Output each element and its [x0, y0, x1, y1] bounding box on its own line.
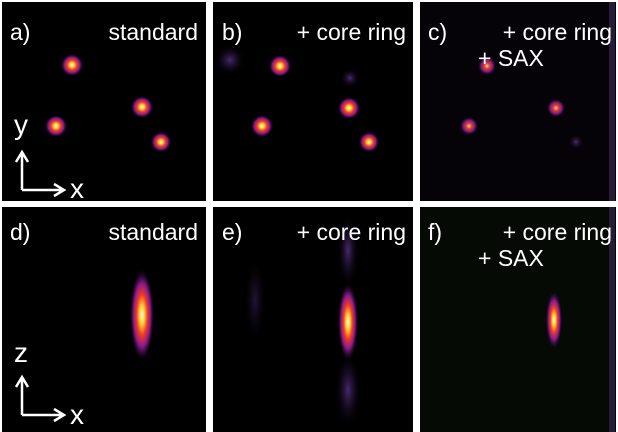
axis-label: x [70, 173, 84, 204]
axis-label: y [14, 109, 28, 140]
panel-label: e) [222, 219, 242, 245]
panel-text: + core ring [503, 19, 612, 45]
figure: a) standard b) + core ring c) + core rin… [0, 0, 618, 432]
panel-text: + core ring [503, 219, 612, 245]
panel-label: a) [10, 19, 30, 45]
panel-text: standard [108, 19, 198, 45]
panel-label: f) [428, 219, 442, 245]
panel-text: + core ring [297, 19, 406, 45]
panel-text: standard [108, 219, 198, 245]
panel-label: c) [428, 19, 447, 45]
axis-label: z [14, 337, 28, 368]
panel-text: + SAX [478, 245, 544, 271]
panel-text: + SAX [478, 45, 544, 71]
axis-label: x [70, 399, 84, 430]
panel-text: + core ring [297, 219, 406, 245]
spots-d [130, 270, 154, 360]
panel-label: b) [222, 19, 242, 45]
panel-label: d) [10, 219, 30, 245]
spots-f [546, 292, 562, 348]
